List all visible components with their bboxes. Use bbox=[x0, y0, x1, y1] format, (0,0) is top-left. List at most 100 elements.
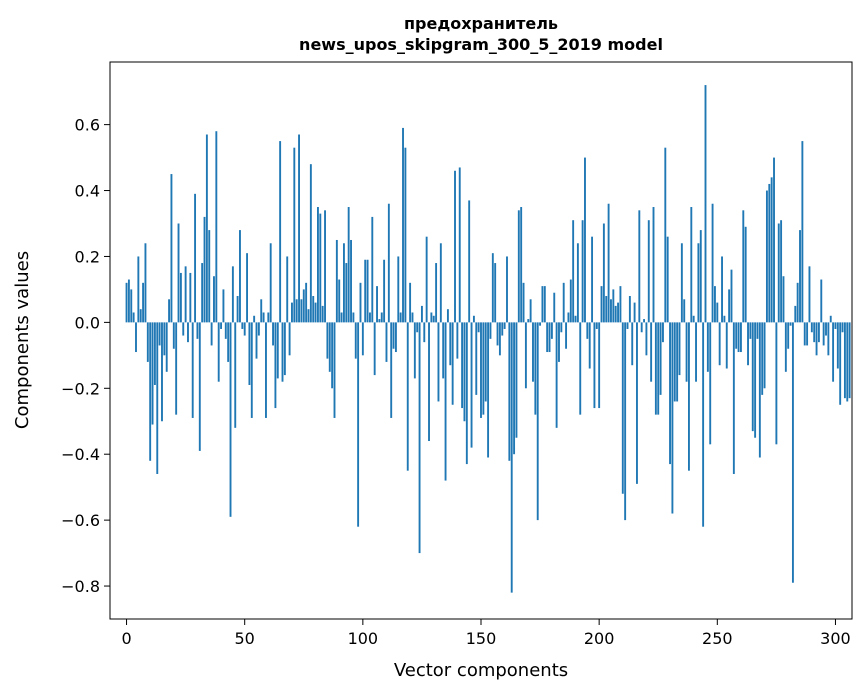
bar-228 bbox=[664, 147, 667, 323]
y-tick-label-3: −0.2 bbox=[61, 379, 100, 398]
bar-91 bbox=[340, 312, 343, 323]
bar-218 bbox=[640, 322, 643, 333]
bar-89 bbox=[335, 239, 338, 323]
bar-106 bbox=[376, 286, 378, 323]
bar-276 bbox=[777, 223, 780, 323]
bar-123 bbox=[416, 322, 419, 333]
bar-220 bbox=[645, 322, 648, 356]
bar-215 bbox=[633, 302, 636, 323]
bar-282 bbox=[791, 322, 794, 583]
bar-78 bbox=[309, 164, 312, 323]
bar-72 bbox=[295, 299, 298, 323]
bar-155 bbox=[491, 253, 494, 323]
bar-76 bbox=[305, 282, 308, 323]
bar-15 bbox=[161, 322, 163, 422]
bar-8 bbox=[144, 243, 147, 323]
bar-264 bbox=[749, 322, 752, 339]
bar-127 bbox=[425, 236, 428, 323]
bar-249 bbox=[714, 286, 716, 323]
bar-149 bbox=[477, 322, 480, 333]
bar-263 bbox=[747, 322, 749, 366]
bar-20 bbox=[172, 322, 175, 349]
bar-297 bbox=[827, 322, 830, 356]
bar-47 bbox=[236, 296, 239, 323]
bar-208 bbox=[617, 302, 619, 323]
bar-1 bbox=[127, 279, 130, 323]
bar-107 bbox=[378, 319, 381, 323]
bar-171 bbox=[529, 299, 532, 323]
bar-80 bbox=[314, 302, 317, 323]
bar-132 bbox=[437, 322, 440, 402]
bar-79 bbox=[312, 296, 315, 323]
bar-54 bbox=[253, 315, 256, 323]
bar-36 bbox=[210, 322, 213, 346]
bar-151 bbox=[482, 322, 485, 415]
bar-118 bbox=[404, 147, 407, 323]
bar-110 bbox=[385, 322, 388, 362]
bar-306 bbox=[848, 322, 851, 399]
bar-239 bbox=[690, 207, 693, 323]
y-tick-label-6: 0.4 bbox=[75, 182, 100, 201]
bar-202 bbox=[602, 223, 605, 323]
bar-23 bbox=[179, 272, 182, 323]
bar-289 bbox=[808, 266, 811, 323]
bar-145 bbox=[468, 200, 471, 323]
bar-4 bbox=[135, 322, 137, 353]
bar-210 bbox=[621, 322, 624, 494]
bar-163 bbox=[510, 322, 513, 593]
bar-131 bbox=[435, 263, 438, 323]
bar-112 bbox=[390, 322, 393, 418]
bar-103 bbox=[368, 312, 371, 323]
bar-134 bbox=[442, 322, 445, 379]
bar-7 bbox=[142, 282, 145, 323]
bar-16 bbox=[163, 322, 166, 356]
bar-274 bbox=[773, 157, 775, 323]
bar-95 bbox=[350, 239, 352, 323]
bar-133 bbox=[439, 243, 442, 323]
bar-298 bbox=[829, 315, 832, 323]
bar-11 bbox=[151, 322, 154, 425]
bar-53 bbox=[250, 322, 253, 418]
bar-139 bbox=[454, 170, 456, 323]
bar-280 bbox=[787, 322, 790, 349]
bar-169 bbox=[524, 322, 527, 389]
bar-62 bbox=[272, 322, 274, 346]
bar-207 bbox=[614, 305, 617, 323]
bar-177 bbox=[543, 286, 546, 323]
bar-231 bbox=[671, 322, 674, 514]
bar-230 bbox=[669, 322, 671, 465]
bar-77 bbox=[307, 309, 310, 323]
bar-124 bbox=[418, 322, 421, 554]
bar-181 bbox=[553, 292, 556, 323]
bar-192 bbox=[579, 322, 582, 415]
bar-52 bbox=[248, 322, 251, 385]
bar-283 bbox=[794, 305, 797, 323]
bar-10 bbox=[149, 322, 152, 461]
bar-92 bbox=[343, 243, 345, 323]
bar-299 bbox=[832, 322, 835, 382]
bar-196 bbox=[588, 322, 591, 369]
bar-55 bbox=[255, 322, 258, 359]
bar-238 bbox=[688, 322, 690, 471]
bar-26 bbox=[187, 322, 189, 343]
bar-165 bbox=[515, 322, 518, 438]
bar-97 bbox=[354, 322, 357, 359]
bar-19 bbox=[170, 174, 173, 323]
bar-101 bbox=[364, 259, 367, 323]
bar-278 bbox=[782, 276, 785, 323]
bar-51 bbox=[246, 253, 248, 323]
bar-108 bbox=[380, 312, 383, 323]
bar-291 bbox=[813, 322, 816, 343]
bar-88 bbox=[333, 322, 336, 418]
bar-157 bbox=[496, 322, 499, 346]
bar-29 bbox=[194, 193, 197, 323]
bar-58 bbox=[262, 312, 265, 323]
bar-120 bbox=[409, 282, 412, 323]
bar-277 bbox=[780, 220, 783, 323]
bar-42 bbox=[224, 322, 227, 339]
bar-119 bbox=[406, 322, 409, 471]
bar-223 bbox=[652, 207, 655, 323]
bar-25 bbox=[184, 266, 187, 323]
bar-212 bbox=[626, 322, 629, 329]
bar-140 bbox=[456, 322, 459, 359]
